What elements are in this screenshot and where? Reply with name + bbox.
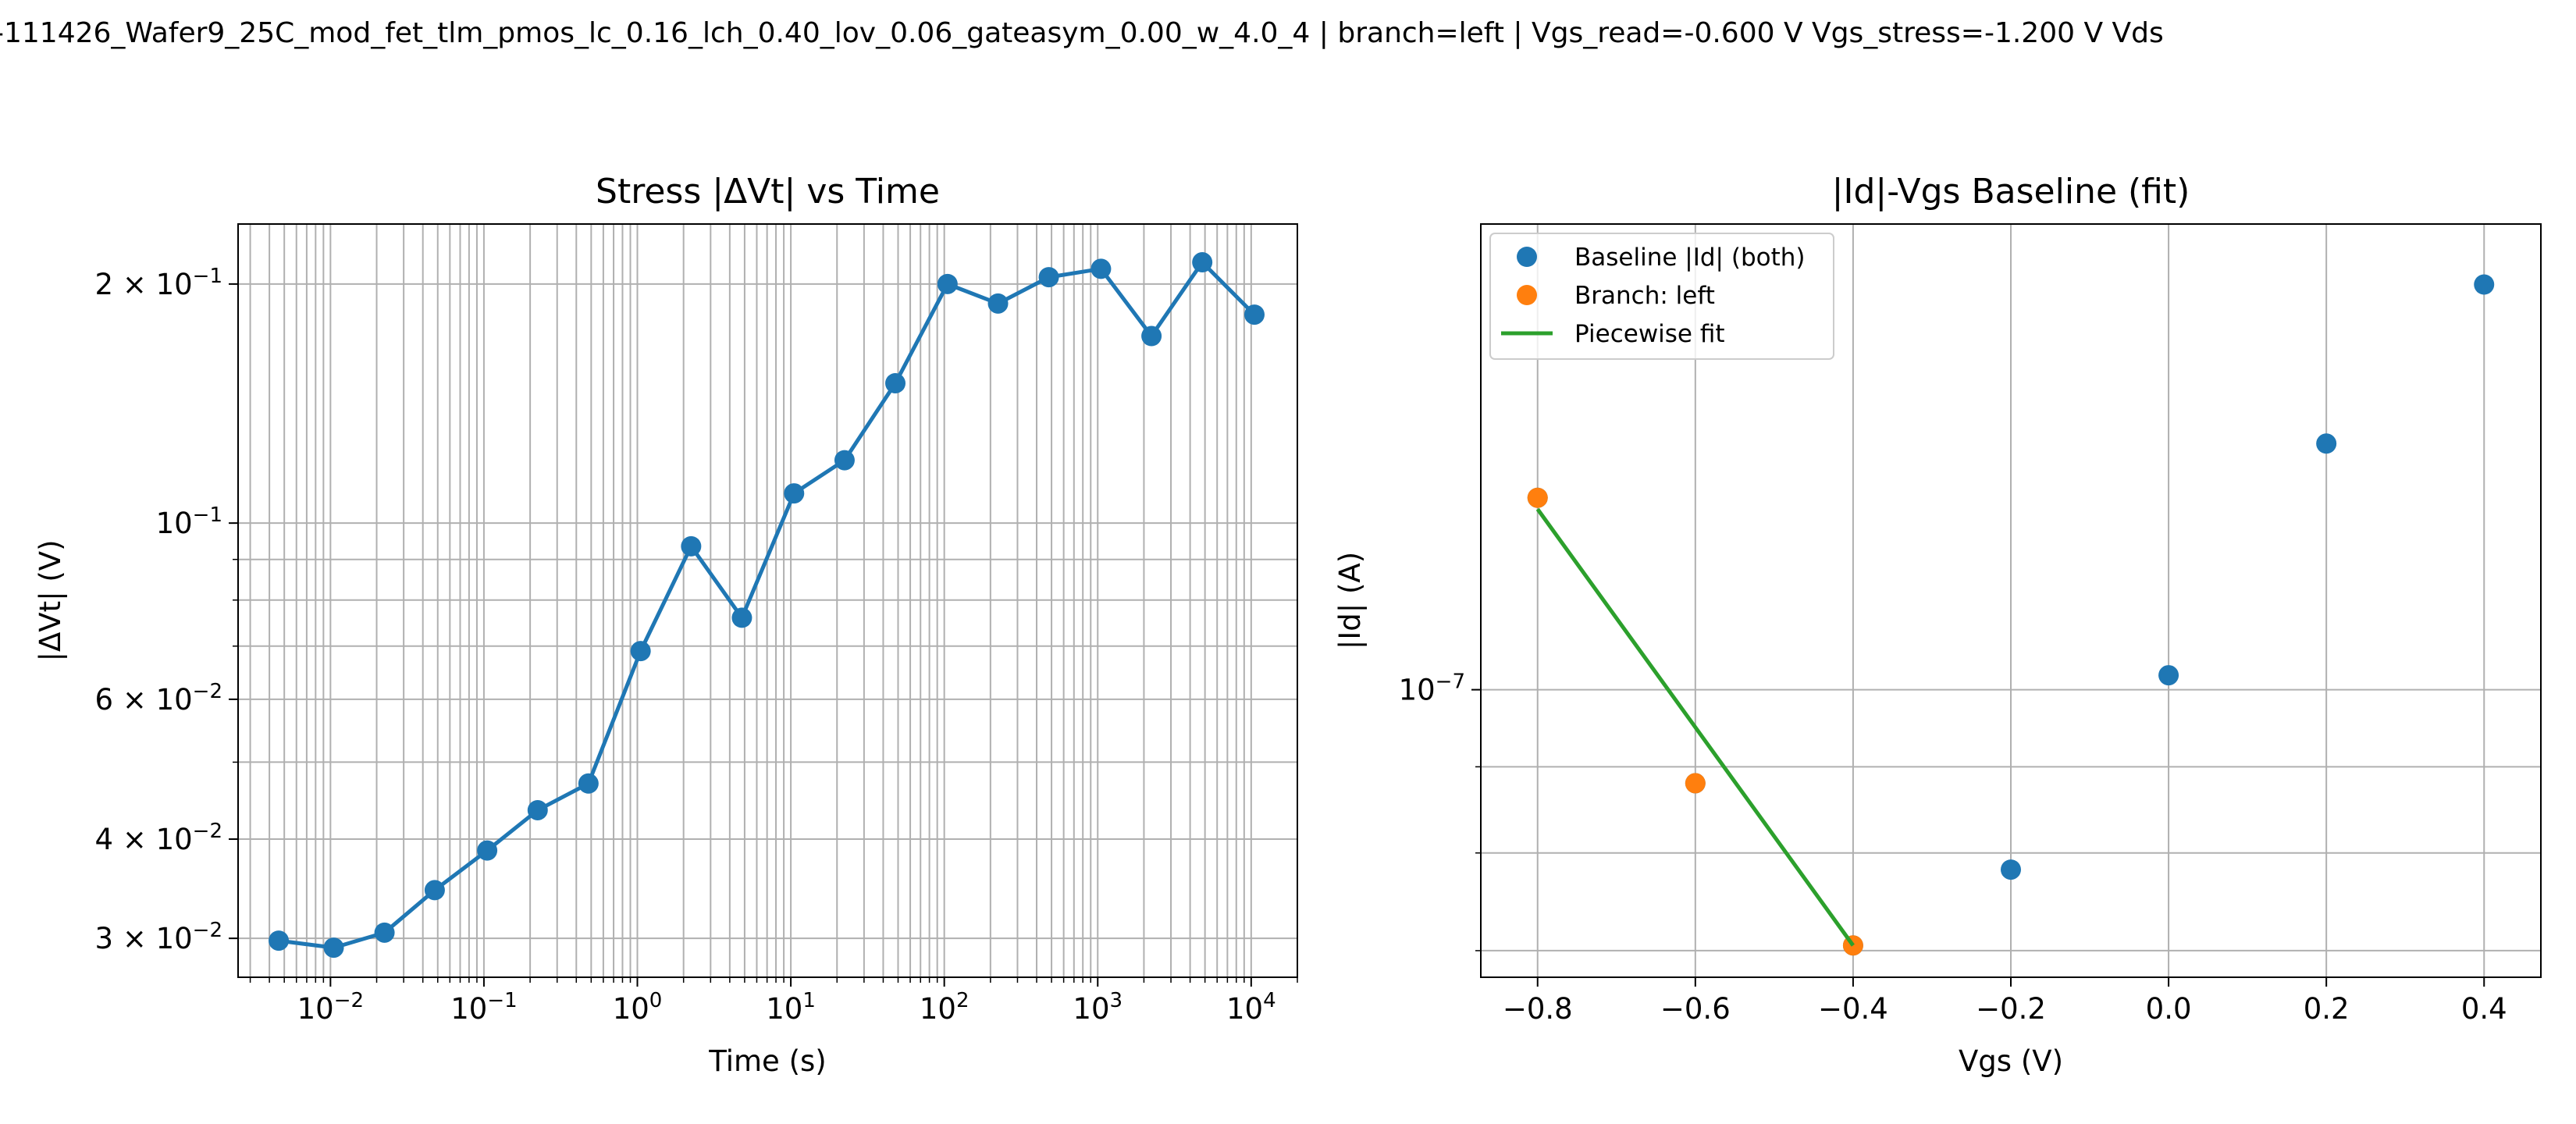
data-point [2474, 274, 2495, 295]
data-point [834, 450, 855, 471]
chart-ticks: −0.8 −0.6 −0.4 −0.2 0.0 0.2 0.4 10−7 [1399, 670, 2507, 1026]
series-line [1535, 507, 1855, 947]
data-point [1038, 267, 1059, 288]
data-point [1685, 773, 1706, 794]
x-axis-label: Time (s) [708, 1044, 826, 1078]
legend-entry-label: Baseline |Id| (both) [1574, 244, 1805, 272]
x-tick-label: −0.4 [1818, 992, 1888, 1026]
legend-swatch [1517, 247, 1537, 267]
data-point [731, 607, 753, 628]
y-tick-label: 10−1 [156, 503, 222, 540]
chart-legend: Baseline |Id| (both) Branch: left Piecewis… [1489, 233, 1834, 360]
data-point [1091, 258, 1112, 279]
data-point [885, 372, 906, 393]
chart-series [1527, 274, 2495, 956]
legend-entry-label: Branch: left [1574, 282, 1715, 310]
x-tick-label: 101 [766, 989, 816, 1026]
chart-ticks: 10−2 10−1 100 101 102 103 104 2 × 10−1 10−1 6 × 1… [95, 265, 1298, 1026]
x-tick-label: −0.8 [1503, 992, 1573, 1026]
legend-box [1489, 233, 1834, 360]
plot-area-frame [237, 223, 1298, 978]
chart-series [269, 252, 1265, 959]
x-axis-label: Vgs (V) [1959, 1044, 2063, 1078]
y-axis-label: |ΔVt| (V) [34, 539, 67, 661]
x-tick-label: −0.6 [1660, 992, 1731, 1026]
data-point [269, 930, 290, 951]
data-point [374, 922, 395, 943]
x-tick-label: 10−2 [297, 989, 364, 1026]
y-axis-label: |Id| (A) [1333, 552, 1367, 649]
x-tick-label: 0.4 [2461, 992, 2507, 1026]
data-point [1244, 304, 1265, 325]
x-tick-label: 10−1 [450, 989, 517, 1026]
y-tick-label: 10−7 [1399, 670, 1465, 707]
x-tick-label: 0.2 [2304, 992, 2350, 1026]
x-tick-label: −0.2 [1976, 992, 2046, 1026]
data-point [2316, 433, 2337, 454]
data-point [987, 293, 1009, 314]
y-tick-label: 2 × 10−1 [95, 265, 222, 301]
data-point [681, 535, 702, 557]
data-point [937, 273, 958, 294]
figure-suptitle: -111426_Wafer9_25C_mod_fet_tlm_pmos_lc_0… [0, 17, 2164, 49]
data-point [1527, 487, 1548, 508]
data-point [2001, 859, 2021, 880]
x-tick-label: 0.0 [2146, 992, 2192, 1026]
x-tick-label: 104 [1226, 989, 1276, 1026]
chart-stress-dvt-vs-time: 10−2 10−1 100 101 102 103 104 2 × 10−1 10−1 6 × 1… [34, 172, 1298, 1078]
x-tick-label: 102 [920, 989, 970, 1026]
data-point [477, 840, 498, 861]
plot-area-frame [1480, 223, 2542, 978]
data-point [424, 880, 445, 901]
legend-entry-label: Piecewise fit [1574, 320, 1725, 348]
y-tick-label: 6 × 10−2 [95, 680, 222, 717]
data-point [1192, 252, 1213, 273]
data-point [578, 773, 599, 794]
x-tick-label: 100 [613, 989, 663, 1026]
data-point [527, 799, 548, 820]
data-point [630, 641, 651, 662]
data-point [2158, 665, 2179, 686]
legend-swatch [1517, 285, 1537, 305]
chart-title: |Id|-Vgs Baseline (fit) [1832, 172, 2190, 212]
chart-id-vgs-baseline: −0.8 −0.6 −0.4 −0.2 0.0 0.2 0.4 10−7 |Id|-Vgs B… [1333, 172, 2542, 1078]
chart-title: Stress |ΔVt| vs Time [596, 172, 940, 212]
data-point [323, 937, 344, 959]
chart-grid [1481, 224, 2541, 977]
data-point [784, 483, 805, 504]
x-tick-label: 103 [1073, 989, 1123, 1026]
chart-grid [238, 224, 1298, 977]
y-tick-label: 4 × 10−2 [95, 820, 222, 856]
data-point [1141, 325, 1162, 347]
y-tick-label: 3 × 10−2 [95, 919, 222, 955]
